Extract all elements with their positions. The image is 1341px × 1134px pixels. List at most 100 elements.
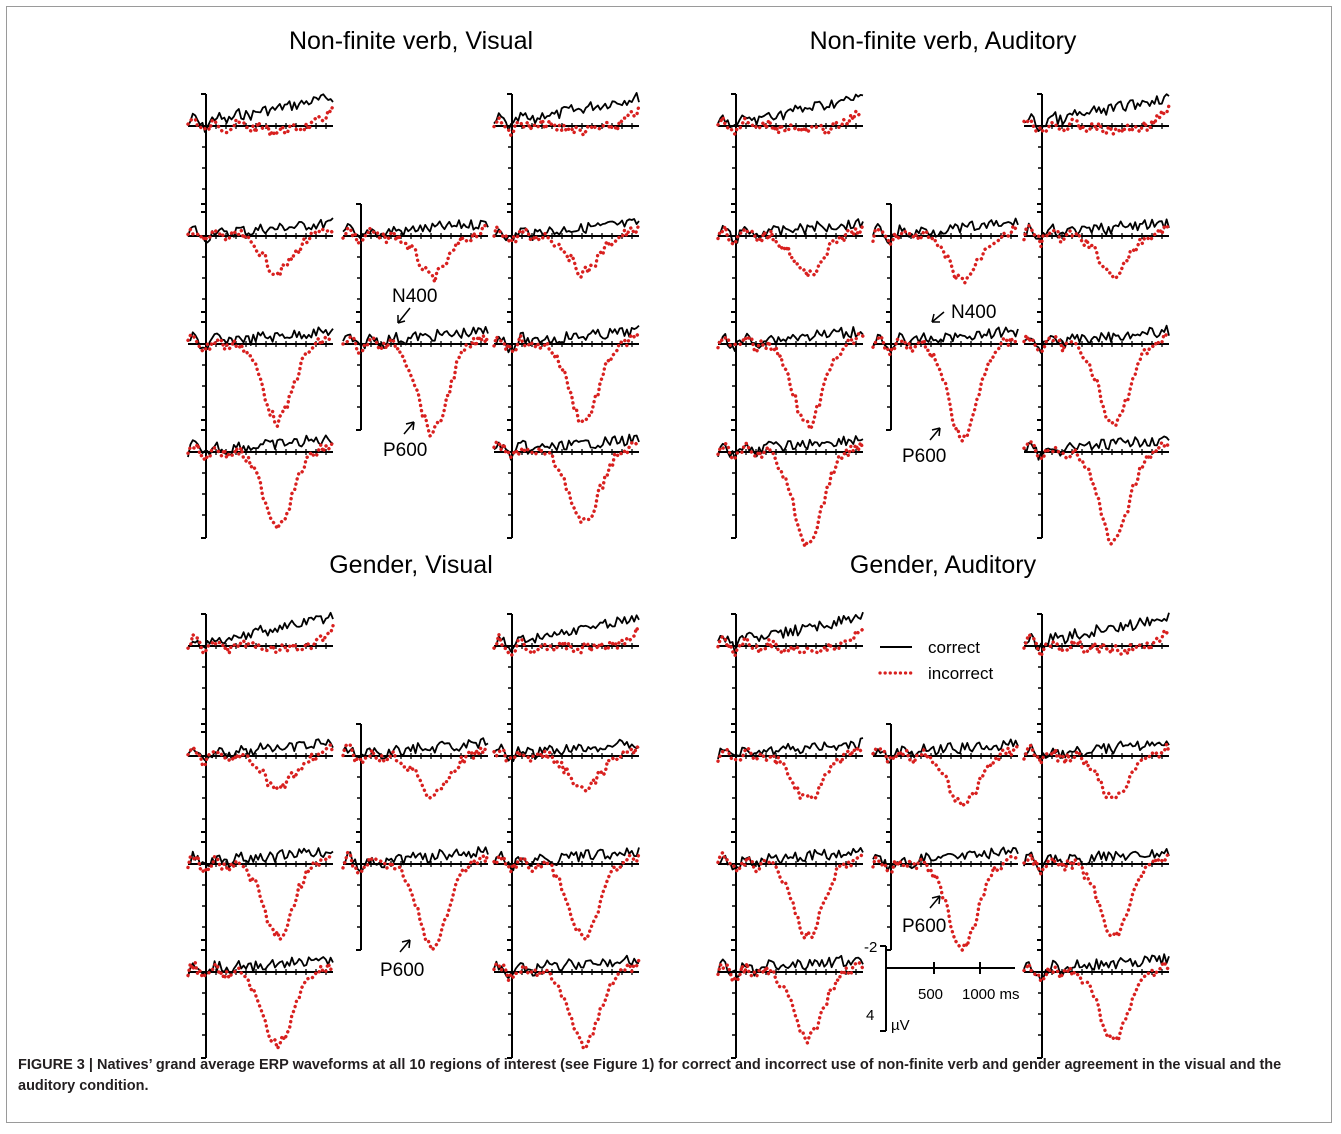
incorrect-waveform-region-r1-c1 [716,627,865,658]
annotation-p600-nonfinite-visual: P600 [383,421,427,461]
correct-waveform-region-r3-c2 [342,325,489,350]
n400-arrow-icon [931,311,945,323]
correct-waveform-region-r1-c3 [493,614,640,653]
incorrect-waveform-region-r3-c1 [716,850,865,941]
axes-layer [188,93,1169,1059]
incorrect-waveform-region-r2-c1 [186,226,335,278]
axes-region-r4-c1 [188,939,333,1059]
axes-region-r2-c1 [188,203,333,323]
correct-waveform-region-r1-c1 [187,93,334,133]
axes-region-r4-c1 [718,939,863,1059]
axes-region-r3-c3 [1024,831,1169,951]
axes-region-r2-c1 [718,203,863,323]
panel-title-nonfinite-visual: Non-finite verb, Visual [288,27,534,55]
annotation-p600-gender-auditory: P600 [902,895,946,937]
incorrect-waveform-region-r3-c3 [492,851,641,942]
correct-waveform-region-r4-c3 [493,954,640,980]
correct-waveform-region-r1-c3 [493,92,640,132]
axes-region-r3-c1 [188,311,333,431]
correct-waveform-region-r3-c3 [493,847,640,872]
axes-region-r1-c1 [188,613,333,733]
panel-title-gender-auditory: Gender, Auditory [849,551,1037,579]
correct-waveform-region-r3-c1 [187,326,334,351]
axes-region-r4-c1 [718,419,863,539]
correct-waveform-region-r2-c3 [1023,740,1170,760]
axes-region-r3-c3 [494,831,639,951]
incorrect-waveform-region-r4-c3 [492,958,641,1051]
incorrect-waveform-region-r3-c3 [1022,331,1171,428]
incorrect-waveform-region-r3-c2 [871,854,1020,952]
annotation-p600-gender-visual: P600 [380,939,424,981]
n400-arrow-icon [397,307,411,324]
annotation-n400-nonfinite-visual: N400 [392,286,437,324]
axes-region-r1-c3 [1024,613,1169,733]
correct-waveform-region-r2-c2 [872,217,1019,246]
incorrect-waveform-region-r2-c3 [1022,742,1171,800]
waveforms-layer [186,92,1171,1051]
annotation-p600-nonfinite-auditory: P600 [902,427,946,467]
axes-region-r4-c1 [188,419,333,539]
axes-region-r2-c1 [718,723,863,843]
p600-label: P600 [380,960,424,981]
scale-x-tick-1000: 1000 ms [962,986,1020,1003]
axes-region-r3-c2 [873,831,1018,951]
correct-waveform-region-r1-c3 [1023,612,1170,652]
correct-waveform-region-r4-c1 [717,954,864,979]
incorrect-waveform-region-r4-c3 [492,440,641,525]
correct-waveform-region-r2-c2 [872,738,1019,764]
p600-arrow-icon [403,421,415,435]
correct-waveform-region-r3-c2 [342,846,489,872]
p600-arrow-icon [929,895,941,909]
scale-x-tick-500: 500 [918,986,943,1003]
incorrect-waveform-region-r2-c1 [716,745,865,801]
correct-waveform-region-r3-c2 [872,326,1019,352]
incorrect-waveform-region-r2-c2 [341,742,490,800]
axes-region-r3-c3 [1024,311,1169,431]
axes-region-r2-c2 [343,723,488,843]
incorrect-waveform-region-r3-c3 [492,332,641,425]
incorrect-waveform-region-r2-c1 [186,743,335,792]
incorrect-waveform-region-r2-c2 [871,223,1020,285]
panel-title-nonfinite-auditory: Non-finite verb, Auditory [809,27,1077,55]
incorrect-waveform-region-r4-c3 [1022,439,1171,546]
p600-arrow-icon [929,427,941,441]
correct-waveform-region-r4-c3 [1023,435,1170,461]
incorrect-waveform-region-r1-c3 [1022,103,1171,136]
scale-y-tick-neg2: -2 [864,939,877,956]
figure-caption: FIGURE 3 | Natives’ grand average ERP wa… [18,1057,1282,1094]
incorrect-waveform-region-r4-c1 [716,960,865,1045]
correct-waveform-region-r2-c2 [342,737,489,760]
incorrect-waveform-region-r1-c3 [1022,627,1171,658]
correct-waveform-region-r3-c3 [1023,324,1170,354]
correct-waveform-region-r4-c1 [717,435,864,460]
incorrect-waveform-region-r1-c3 [492,625,641,658]
axes-region-r2-c2 [343,203,488,323]
correct-waveform-region-r1-c1 [717,93,864,129]
p600-label: P600 [902,446,946,467]
annotation-n400-nonfinite-auditory: N400 [931,302,996,323]
correct-waveform-region-r1-c1 [187,611,334,649]
incorrect-waveform-region-r1-c1 [186,624,335,656]
incorrect-waveform-region-r2-c3 [1022,223,1171,281]
axes-region-r3-c1 [718,831,863,951]
correct-waveform-region-r1-c1 [717,611,864,654]
p600-label: P600 [383,440,427,461]
correct-waveform-region-r4-c1 [187,956,334,978]
incorrect-waveform-region-r3-c1 [716,332,865,431]
correct-waveform-region-r1-c3 [1023,93,1170,133]
incorrect-waveform-region-r1-c1 [716,109,865,136]
incorrect-waveform-region-r2-c1 [716,222,865,279]
scale-y-unit: µV [891,1017,910,1034]
axes-region-r2-c2 [873,723,1018,843]
correct-waveform-region-r3-c1 [717,847,864,871]
incorrect-waveform-region-r2-c3 [492,221,641,279]
legend-correct-label: correct [928,638,980,657]
incorrect-waveform-region-r3-c2 [341,333,490,438]
axes-region-r4-c3 [494,939,639,1059]
panel-title-gender-visual: Gender, Visual [329,551,493,579]
correct-waveform-region-r3-c1 [717,326,864,353]
correct-waveform-region-r2-c1 [717,737,864,760]
correct-waveform-region-r2-c3 [493,738,640,762]
